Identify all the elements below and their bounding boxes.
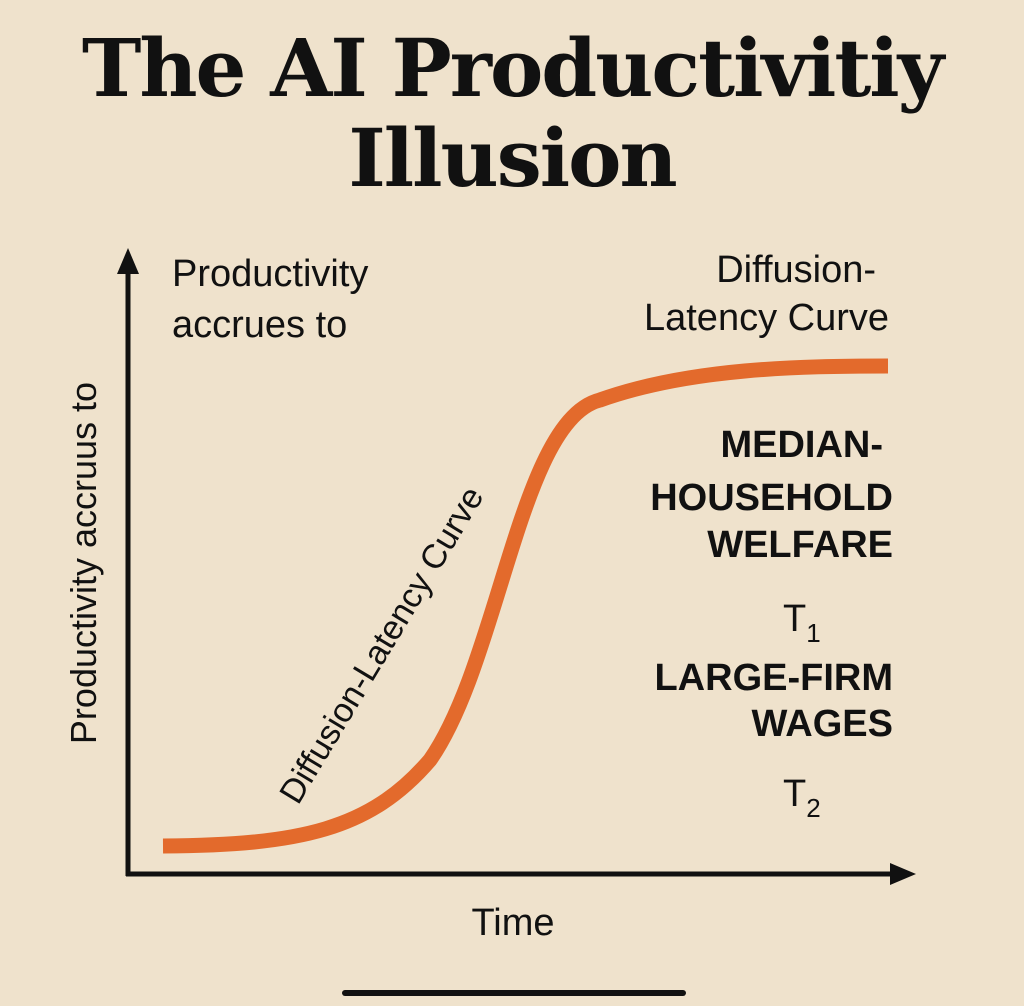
label-welfare: WELFARE — [707, 524, 893, 566]
y-axis-arrow — [117, 248, 139, 274]
home-indicator — [342, 990, 686, 996]
corner-label-line-2: accrues to — [172, 304, 347, 346]
label-large-firm: LARGE-FIRM — [654, 657, 893, 699]
label-median: MEDIAN- — [720, 424, 883, 466]
label-t2: T2 — [783, 773, 821, 823]
page-title-line-2: Illusion — [348, 111, 677, 205]
curve-inline-label: Diffusion-Latency Curve — [272, 480, 491, 810]
curve-title-line-1: Diffusion- — [716, 249, 876, 291]
diffusion-latency-curve — [162, 358, 889, 854]
x-axis-arrow — [890, 863, 916, 885]
label-wages: WAGES — [752, 703, 893, 745]
y-axis-label: Productivity accruus to — [63, 382, 104, 744]
curve-title-line-2: Latency Curve — [644, 297, 889, 339]
page-title-line-1: The AI Productivitiy — [81, 21, 944, 115]
label-household: HOUSEHOLD — [650, 477, 893, 519]
x-axis-label: Time — [471, 902, 554, 944]
corner-label-line-1: Productivity — [172, 253, 368, 295]
label-t1: T1 — [783, 598, 821, 648]
